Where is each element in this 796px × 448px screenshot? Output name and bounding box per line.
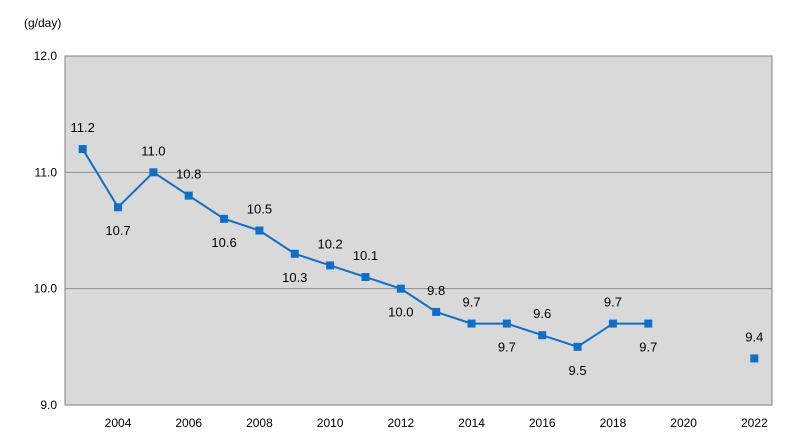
data-point-marker [502,319,511,328]
data-point-marker [608,319,617,328]
data-label: 9.5 [569,363,587,378]
x-tick-label: 2004 [105,416,132,430]
data-point-marker [149,168,158,177]
data-label: 10.3 [282,270,307,285]
data-label: 10.7 [105,223,130,238]
x-tick-label: 2014 [458,416,485,430]
axes: 9.0 10.0 11.0 12.0 2004 2006 2008 2010 2012 2014 2… [34,49,768,430]
data-point-marker [644,319,653,328]
data-point-marker [220,214,229,223]
data-label: 9.7 [462,295,480,310]
data-point-marker [78,145,87,154]
y-tick-label: 10.0 [34,282,58,296]
data-point-marker [467,319,476,328]
data-point-marker [290,249,299,258]
data-label: 9.7 [604,295,622,310]
data-point-marker [396,284,405,293]
plot-area [64,55,773,406]
y-axis-unit-label: (g/day) [24,16,61,30]
data-label: 9.7 [639,340,657,355]
data-point-marker [326,261,335,270]
data-point-marker [750,354,759,363]
y-tick-label: 9.0 [40,398,57,412]
data-label: 10.5 [247,202,272,217]
data-point-marker [538,331,547,340]
data-label: 10.6 [211,235,236,250]
x-tick-label: 2022 [741,416,768,430]
data-point-marker [255,226,264,235]
y-tick-label: 12.0 [34,49,58,63]
gridlines [65,171,772,290]
x-tick-label: 2008 [246,416,273,430]
x-tick-label: 2020 [670,416,697,430]
data-label: 9.6 [533,306,551,321]
data-label: 11.0 [141,143,165,158]
data-labels: 11.2 10.7 11.0 10.8 10.6 10.5 10.3 10.2 10.1 10.0… [71,120,764,378]
data-point-marker [361,273,370,282]
data-label: 10.2 [317,236,342,251]
data-label: 9.7 [498,340,516,355]
data-point-marker [184,191,193,200]
x-tick-label: 2012 [387,416,414,430]
data-point-marker [114,203,123,212]
x-tick-label: 2018 [600,416,627,430]
x-tick-label: 2016 [529,416,556,430]
data-point-marker [432,307,441,316]
data-label: 9.8 [427,283,445,298]
data-label: 10.0 [388,305,413,320]
data-label: 9.4 [745,329,763,344]
y-tick-label: 11.0 [35,165,58,179]
data-label: 10.8 [176,167,201,182]
data-label: 10.1 [353,248,378,263]
data-point-marker [573,342,582,351]
data-label: 11.2 [71,120,95,135]
data-series [78,145,759,363]
x-tick-label: 2010 [317,416,344,430]
x-tick-label: 2006 [175,416,202,430]
